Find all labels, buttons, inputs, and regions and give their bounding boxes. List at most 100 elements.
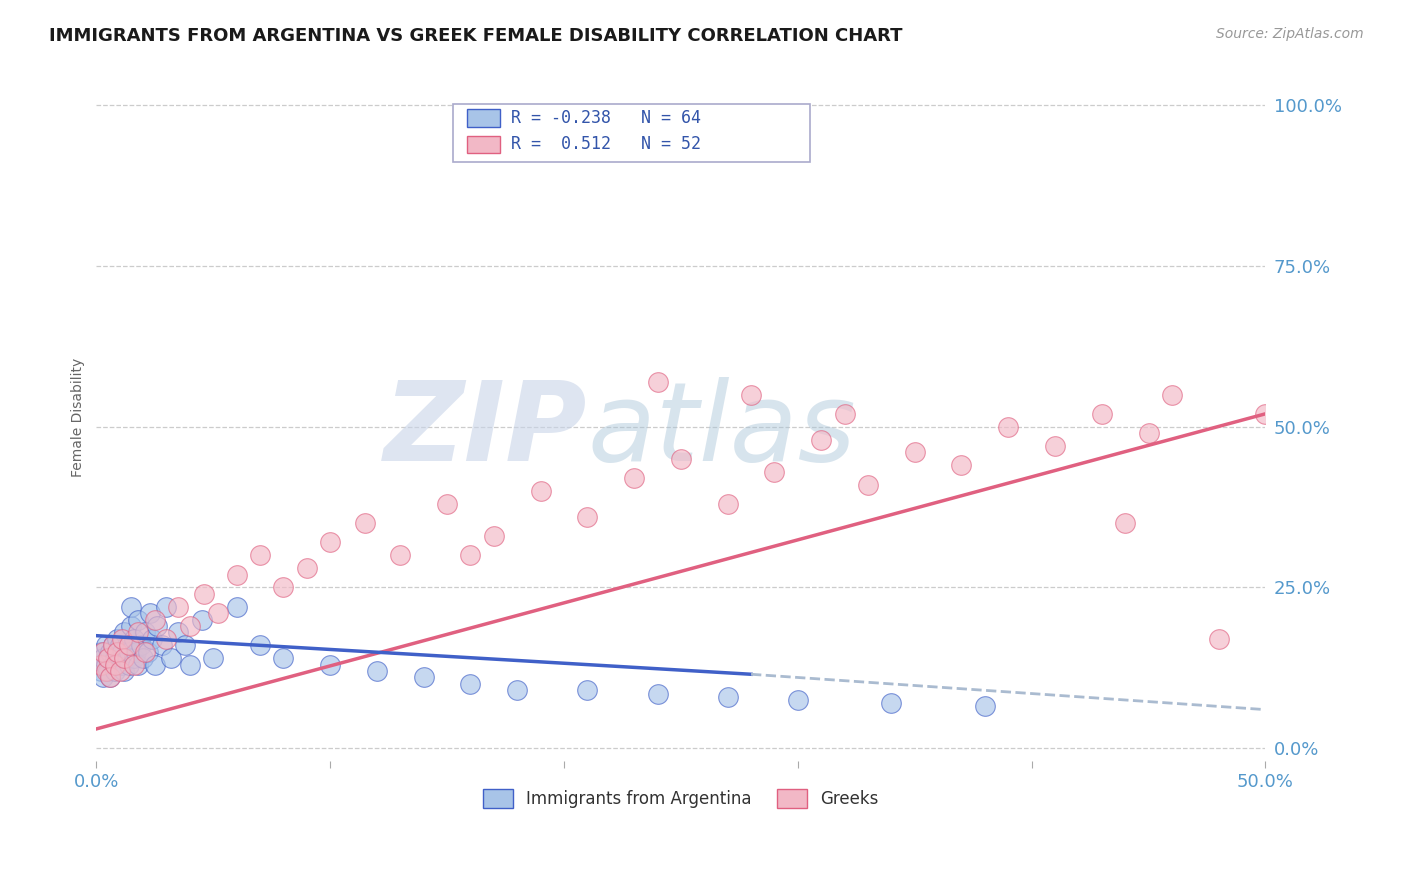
Point <box>167 599 190 614</box>
Point <box>160 651 183 665</box>
Point <box>1161 387 1184 401</box>
FancyBboxPatch shape <box>467 136 499 153</box>
Point <box>623 471 645 485</box>
Point <box>101 638 124 652</box>
Point <box>132 651 155 665</box>
Point <box>576 683 599 698</box>
Point <box>100 671 122 685</box>
Point <box>1114 516 1136 530</box>
Point <box>273 581 295 595</box>
Point <box>134 625 156 640</box>
Point <box>127 657 149 672</box>
Point <box>111 632 134 646</box>
Point <box>93 651 115 665</box>
Point <box>127 625 149 640</box>
Point <box>111 645 134 659</box>
Point <box>111 657 134 672</box>
Point <box>179 657 201 672</box>
Point <box>118 657 141 672</box>
Point <box>122 657 145 672</box>
Point <box>319 657 342 672</box>
Point <box>530 483 553 498</box>
Point <box>460 677 482 691</box>
Point <box>647 687 669 701</box>
Point <box>249 638 271 652</box>
Point <box>150 638 173 652</box>
Point <box>167 625 190 640</box>
Point <box>115 638 138 652</box>
Point <box>389 549 412 563</box>
Point <box>129 638 152 652</box>
Point <box>136 645 159 659</box>
Point <box>190 613 212 627</box>
Text: R =  0.512   N = 52: R = 0.512 N = 52 <box>512 135 702 153</box>
Point <box>482 529 505 543</box>
Point <box>112 664 135 678</box>
Point <box>97 651 120 665</box>
Point <box>101 657 124 672</box>
FancyBboxPatch shape <box>453 104 810 162</box>
Point <box>354 516 377 530</box>
Point <box>90 664 112 678</box>
Point <box>141 632 163 646</box>
Point <box>93 671 115 685</box>
Point <box>155 632 177 646</box>
Point <box>1043 439 1066 453</box>
Point <box>225 567 247 582</box>
Point <box>97 651 120 665</box>
Point <box>112 651 135 665</box>
Point <box>647 375 669 389</box>
Point <box>101 638 124 652</box>
Point <box>97 664 120 678</box>
Point <box>118 645 141 659</box>
Text: ZIP: ZIP <box>384 377 588 484</box>
Point <box>834 407 856 421</box>
Point <box>104 651 127 665</box>
Point <box>108 638 131 652</box>
Point <box>1208 632 1230 646</box>
Text: IMMIGRANTS FROM ARGENTINA VS GREEK FEMALE DISABILITY CORRELATION CHART: IMMIGRANTS FROM ARGENTINA VS GREEK FEMAL… <box>49 27 903 45</box>
Point <box>115 651 138 665</box>
Point <box>366 664 388 678</box>
Point <box>576 509 599 524</box>
Point <box>127 613 149 627</box>
Point <box>125 645 148 659</box>
Point <box>90 645 112 659</box>
Point <box>94 664 117 678</box>
Point <box>460 549 482 563</box>
Legend: Immigrants from Argentina, Greeks: Immigrants from Argentina, Greeks <box>477 782 886 814</box>
Point <box>904 445 927 459</box>
Point <box>120 599 142 614</box>
Point <box>93 645 115 659</box>
Point <box>763 465 786 479</box>
Point <box>717 497 740 511</box>
Point <box>997 419 1019 434</box>
Point <box>1254 407 1277 421</box>
Point <box>118 638 141 652</box>
Y-axis label: Female Disability: Female Disability <box>72 358 86 476</box>
Point <box>950 458 973 473</box>
Point <box>436 497 458 511</box>
Point <box>973 699 995 714</box>
Point <box>810 433 832 447</box>
Point <box>207 606 229 620</box>
Point <box>202 651 225 665</box>
Point <box>108 651 131 665</box>
Point <box>105 645 128 659</box>
Point <box>295 561 318 575</box>
Point <box>1091 407 1114 421</box>
Point <box>506 683 529 698</box>
Point <box>1137 426 1160 441</box>
Point <box>105 657 128 672</box>
Point <box>122 651 145 665</box>
Point <box>105 632 128 646</box>
Point <box>273 651 295 665</box>
Point <box>94 657 117 672</box>
Point <box>104 657 127 672</box>
Point <box>174 638 197 652</box>
Point <box>100 645 122 659</box>
Point <box>740 387 762 401</box>
Point <box>880 696 903 710</box>
Point <box>319 535 342 549</box>
Point <box>100 671 122 685</box>
